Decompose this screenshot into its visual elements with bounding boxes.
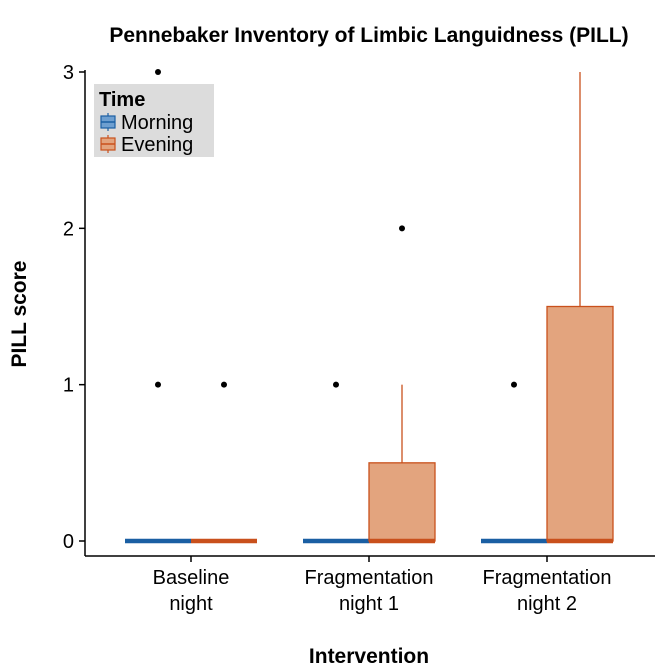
x-tick-label: Baseline bbox=[153, 567, 230, 589]
x-tick-label: night 1 bbox=[339, 593, 399, 615]
y-axis-label: PILL score bbox=[8, 261, 31, 368]
y-tick-label: 2 bbox=[63, 218, 74, 240]
x-tick-label: night 2 bbox=[517, 593, 577, 615]
y-tick-label: 1 bbox=[63, 375, 74, 397]
box bbox=[546, 305, 614, 542]
outlier-point bbox=[155, 69, 161, 75]
plot-area: 0 1 2 3 Baseline night Fragmentation night 1 Fra… bbox=[63, 62, 655, 615]
outlier-point bbox=[333, 381, 339, 388]
outlier-point bbox=[511, 381, 517, 388]
outlier-point bbox=[155, 381, 161, 388]
y-tick-label: 3 bbox=[63, 62, 74, 84]
outlier-point bbox=[221, 381, 227, 388]
legend-entry-label: Evening bbox=[121, 134, 193, 156]
x-axis-label: Intervention bbox=[309, 645, 429, 668]
x-tick-label: night bbox=[169, 593, 213, 615]
x-tick-label: Fragmentation bbox=[483, 567, 612, 589]
x-tick-label: Fragmentation bbox=[305, 567, 434, 589]
chart-title: Pennebaker Inventory of Limbic Languidne… bbox=[109, 24, 628, 47]
box bbox=[368, 462, 436, 542]
y-tick-label: 0 bbox=[63, 531, 74, 553]
outlier-point bbox=[399, 225, 405, 232]
legend-title: Time bbox=[99, 89, 145, 111]
legend-entry-label: Morning bbox=[121, 112, 193, 134]
